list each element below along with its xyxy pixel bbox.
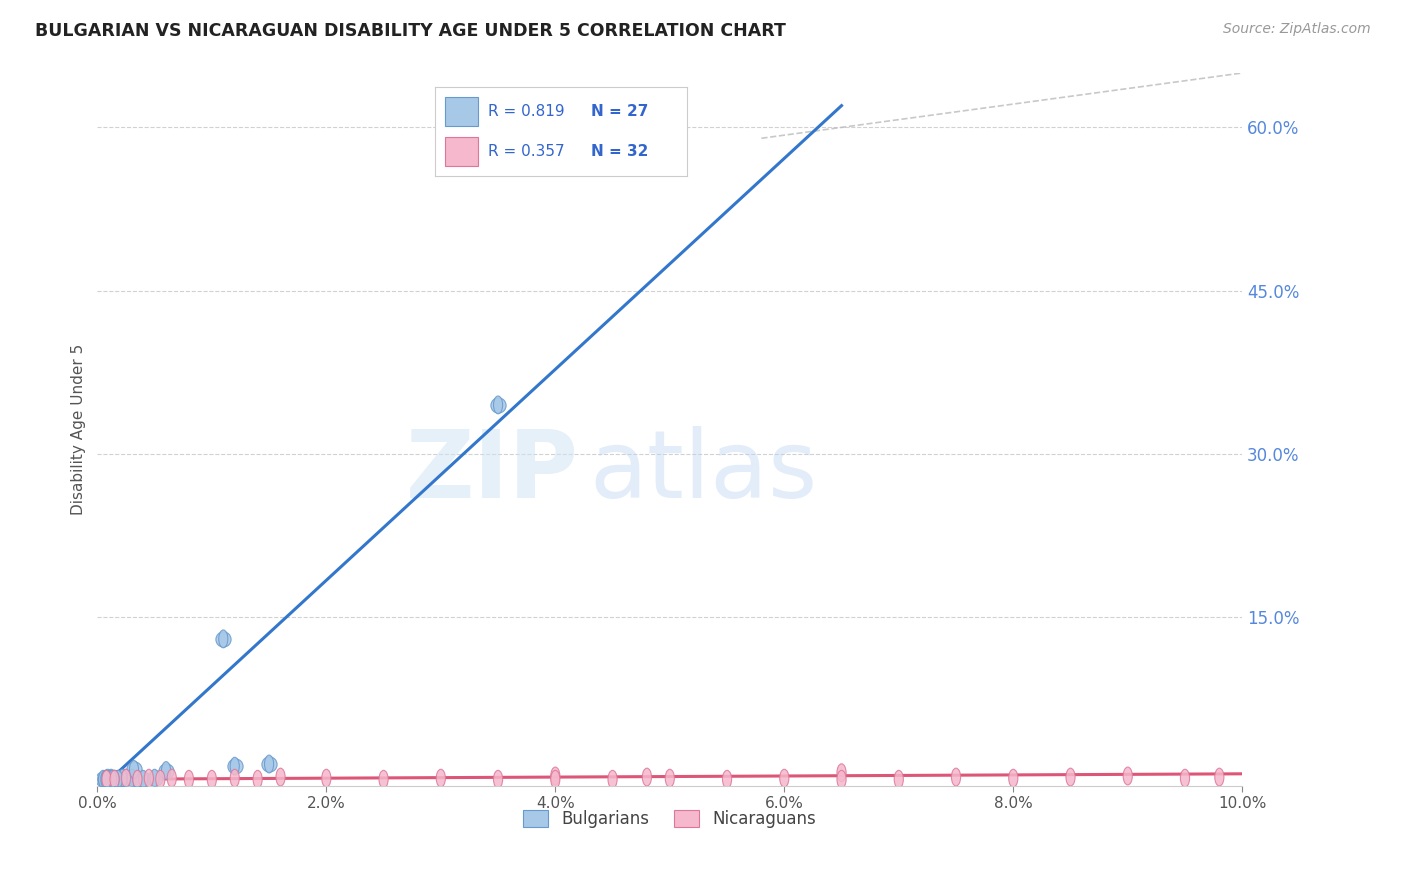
- Ellipse shape: [101, 771, 111, 789]
- Ellipse shape: [110, 771, 120, 789]
- Point: [111, 771, 134, 785]
- Point: [110, 772, 132, 787]
- Point: [103, 772, 125, 787]
- Ellipse shape: [145, 769, 153, 787]
- Text: BULGARIAN VS NICARAGUAN DISABILITY AGE UNDER 5 CORRELATION CHART: BULGARIAN VS NICARAGUAN DISABILITY AGE U…: [35, 22, 786, 40]
- Ellipse shape: [156, 771, 165, 789]
- Ellipse shape: [264, 756, 274, 773]
- Ellipse shape: [110, 771, 120, 789]
- Ellipse shape: [219, 630, 228, 648]
- Point: [103, 772, 125, 787]
- Point: [127, 772, 149, 787]
- Ellipse shape: [107, 769, 115, 787]
- Ellipse shape: [380, 771, 388, 789]
- Ellipse shape: [837, 771, 846, 789]
- Ellipse shape: [494, 396, 502, 414]
- Point: [143, 771, 166, 785]
- Ellipse shape: [1008, 769, 1018, 787]
- Point: [486, 398, 509, 412]
- Ellipse shape: [101, 771, 111, 789]
- Text: ZIP: ZIP: [405, 426, 578, 518]
- Ellipse shape: [108, 771, 117, 789]
- Ellipse shape: [115, 771, 125, 789]
- Ellipse shape: [551, 767, 560, 785]
- Ellipse shape: [110, 771, 120, 789]
- Text: Source: ZipAtlas.com: Source: ZipAtlas.com: [1223, 22, 1371, 37]
- Point: [122, 763, 145, 777]
- Point: [115, 771, 138, 785]
- Ellipse shape: [121, 769, 131, 787]
- Ellipse shape: [184, 771, 194, 789]
- Ellipse shape: [551, 771, 560, 789]
- Ellipse shape: [132, 771, 142, 789]
- Ellipse shape: [231, 757, 239, 775]
- Point: [100, 771, 122, 785]
- Ellipse shape: [101, 771, 111, 789]
- Y-axis label: Disability Age Under 5: Disability Age Under 5: [72, 343, 86, 515]
- Ellipse shape: [207, 771, 217, 789]
- Ellipse shape: [114, 771, 122, 789]
- Ellipse shape: [436, 769, 446, 787]
- Ellipse shape: [162, 762, 170, 780]
- Point: [97, 772, 120, 787]
- Ellipse shape: [1215, 768, 1225, 786]
- Ellipse shape: [139, 771, 148, 789]
- Point: [132, 772, 155, 787]
- Ellipse shape: [167, 769, 176, 787]
- Ellipse shape: [108, 771, 118, 789]
- Legend: Bulgarians, Nicaraguans: Bulgarians, Nicaraguans: [516, 803, 823, 835]
- Ellipse shape: [723, 771, 731, 789]
- Ellipse shape: [643, 768, 651, 786]
- Point: [257, 757, 280, 772]
- Ellipse shape: [104, 771, 114, 789]
- Ellipse shape: [322, 769, 330, 787]
- Ellipse shape: [665, 769, 675, 787]
- Ellipse shape: [1066, 768, 1076, 786]
- Ellipse shape: [1181, 769, 1189, 787]
- Ellipse shape: [894, 771, 904, 789]
- Point: [212, 632, 235, 646]
- Text: atlas: atlas: [589, 426, 818, 518]
- Point: [224, 759, 246, 773]
- Point: [103, 772, 125, 787]
- Ellipse shape: [118, 769, 127, 787]
- Point: [155, 764, 177, 778]
- Ellipse shape: [1123, 767, 1132, 785]
- Ellipse shape: [253, 771, 262, 789]
- Point: [94, 772, 117, 787]
- Ellipse shape: [129, 761, 139, 779]
- Point: [96, 772, 118, 787]
- Ellipse shape: [150, 769, 159, 787]
- Point: [101, 772, 124, 787]
- Point: [91, 772, 114, 787]
- Point: [96, 772, 118, 787]
- Ellipse shape: [607, 771, 617, 789]
- Point: [97, 771, 120, 785]
- Point: [96, 772, 118, 787]
- Ellipse shape: [121, 769, 131, 787]
- Ellipse shape: [837, 764, 846, 781]
- Ellipse shape: [127, 769, 136, 787]
- Point: [121, 771, 143, 785]
- Point: [107, 772, 129, 787]
- Ellipse shape: [231, 769, 239, 787]
- Ellipse shape: [103, 769, 112, 787]
- Ellipse shape: [952, 768, 960, 786]
- Ellipse shape: [101, 771, 110, 789]
- Ellipse shape: [101, 771, 111, 789]
- Ellipse shape: [494, 771, 502, 789]
- Ellipse shape: [114, 771, 122, 789]
- Ellipse shape: [276, 768, 285, 786]
- Ellipse shape: [98, 771, 108, 789]
- Ellipse shape: [132, 771, 142, 789]
- Point: [107, 772, 129, 787]
- Ellipse shape: [780, 769, 789, 787]
